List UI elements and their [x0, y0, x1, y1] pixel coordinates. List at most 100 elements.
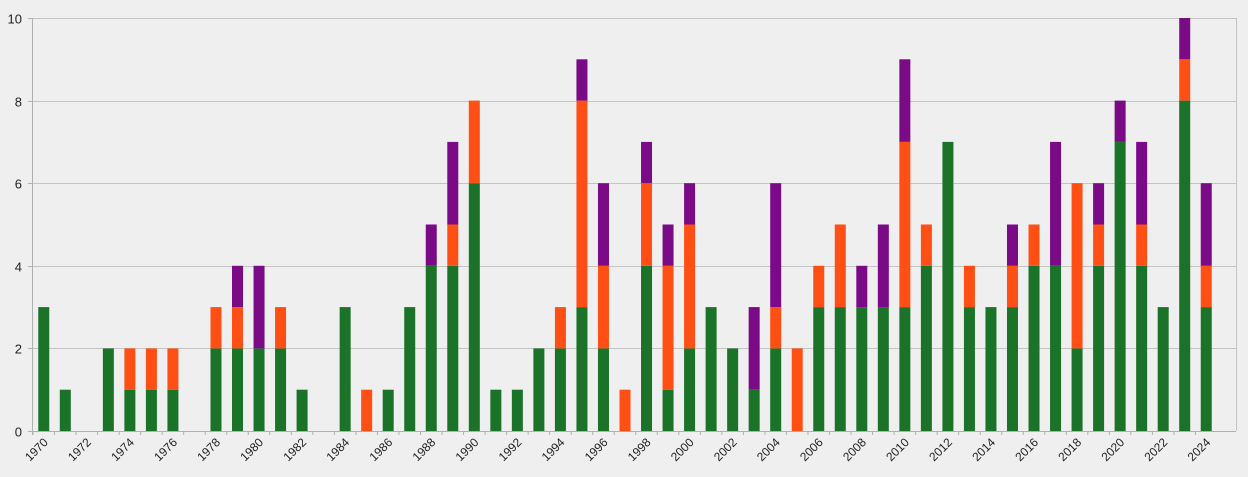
bar-segment-1973-s0 — [102, 348, 114, 431]
bar-segment-1975-s0 — [145, 389, 157, 431]
x-tick-label: 2022 — [1142, 435, 1171, 464]
bar-segment-1994-s0 — [554, 348, 566, 431]
y-tick-label: 4 — [15, 260, 22, 275]
bar-segment-2003-s2 — [748, 307, 760, 390]
x-tick-label: 2014 — [969, 435, 998, 464]
x-tick-label: 1980 — [237, 435, 266, 464]
bar-segment-1975-s1 — [145, 348, 157, 390]
bar-segment-2010-s2 — [899, 59, 911, 142]
bar-segment-2011-s1 — [920, 224, 932, 266]
bar-segment-1974-s1 — [124, 348, 136, 390]
x-tick-label: 2010 — [883, 435, 912, 464]
bar-segment-2002-s0 — [727, 348, 739, 431]
axes — [28, 18, 1236, 435]
bar-segment-2009-s2 — [877, 224, 889, 308]
bar-segment-2016-s1 — [1028, 224, 1040, 266]
bar-segment-2018-s1 — [1071, 183, 1083, 349]
bar-segment-2004-s2 — [770, 183, 782, 308]
bar-segment-2016-s0 — [1028, 265, 1040, 431]
bar-segment-1996-s0 — [597, 348, 609, 431]
bar-segment-2018-s0 — [1071, 348, 1083, 431]
bar-segment-1987-s0 — [404, 307, 416, 431]
bar-segment-2022-s0 — [1157, 307, 1169, 431]
bar-segment-1996-s2 — [597, 183, 609, 266]
bar-segment-1980-s0 — [253, 348, 265, 431]
bar-segment-2006-s1 — [813, 265, 825, 308]
bar-segment-1989-s0 — [447, 265, 459, 431]
y-tick-label: 2 — [15, 342, 22, 357]
x-tick-label: 1986 — [367, 435, 396, 464]
x-tick-label: 2020 — [1098, 435, 1127, 464]
bar-segment-1999-s2 — [662, 224, 674, 266]
bar-segment-2019-s1 — [1093, 224, 1105, 266]
bar-segment-1986-s0 — [382, 389, 394, 431]
x-tick-label: 2018 — [1055, 435, 1084, 464]
x-tick-label: 1982 — [280, 435, 309, 464]
bar-segment-1989-s1 — [447, 224, 459, 266]
bar-segment-2009-s0 — [877, 307, 889, 431]
x-tick-labels: 1970 1972 1974 1976 1978 1980 1982 1984 1986 1988… — [22, 435, 1213, 464]
bar-segment-2010-s0 — [899, 307, 911, 431]
x-tick-label: 1974 — [108, 435, 137, 464]
bar-segment-2012-s0 — [942, 141, 954, 431]
bar-segment-2007-s0 — [834, 307, 846, 431]
bar-segment-1990-s0 — [468, 183, 480, 431]
bar-segment-1979-s0 — [232, 348, 244, 431]
bar-segment-2008-s2 — [856, 265, 868, 308]
bar-segment-2021-s0 — [1136, 265, 1148, 431]
bar-segment-1990-s1 — [468, 100, 480, 184]
x-tick-label: 1972 — [65, 435, 94, 464]
x-tick-label: 1970 — [22, 435, 51, 464]
bar-segment-2024-s0 — [1200, 307, 1212, 431]
bar-segment-2015-s2 — [1006, 224, 1018, 266]
bar-segment-2006-s0 — [813, 307, 825, 431]
bar-segment-2019-s0 — [1093, 265, 1105, 431]
bar-segment-2021-s2 — [1136, 141, 1148, 225]
x-tick-label: 1992 — [496, 435, 525, 464]
bar-segment-2004-s0 — [770, 348, 782, 431]
bar-segment-2013-s0 — [963, 307, 975, 431]
bar-segment-1998-s2 — [641, 141, 653, 184]
bar-segment-1991-s0 — [490, 389, 502, 431]
bar-segment-2020-s2 — [1114, 100, 1126, 142]
bar-segment-2019-s2 — [1093, 183, 1105, 225]
bar-segment-1994-s1 — [554, 307, 566, 349]
bar-segment-2023-s1 — [1179, 59, 1191, 101]
x-tick-label: 1976 — [151, 435, 180, 464]
bar-segment-2004-s1 — [770, 307, 782, 349]
x-tick-label: 2024 — [1185, 435, 1214, 464]
bar-segment-1998-s0 — [641, 265, 653, 431]
bar-segment-1978-s1 — [210, 307, 222, 349]
bar-segment-1976-s0 — [167, 389, 179, 431]
bar-segment-1992-s0 — [511, 389, 523, 431]
bar-segment-1995-s1 — [576, 100, 588, 308]
bar-segment-2017-s0 — [1050, 265, 1062, 431]
bar-segment-1980-s2 — [253, 265, 265, 349]
bar-segment-2023-s0 — [1179, 100, 1191, 431]
bar-segment-2024-s1 — [1200, 265, 1212, 308]
bar-segment-1979-s1 — [232, 307, 244, 349]
x-tick-label: 1998 — [625, 435, 654, 464]
bar-segment-2005-s1 — [791, 348, 803, 431]
bar-segment-1985-s1 — [361, 389, 373, 431]
bar-segment-2010-s1 — [899, 141, 911, 308]
bar-segment-2015-s1 — [1006, 265, 1018, 308]
bar-segment-1988-s0 — [425, 265, 437, 431]
bar-segment-2008-s0 — [856, 307, 868, 431]
bar-segment-1974-s0 — [124, 389, 136, 431]
y-tick-labels: 0 2 4 6 8 10 — [8, 12, 22, 440]
bar-segment-1976-s1 — [167, 348, 179, 390]
bar-segment-1981-s0 — [275, 348, 287, 431]
bar-segment-2017-s2 — [1050, 141, 1062, 266]
bar-segment-1993-s0 — [533, 348, 545, 431]
bar-segment-2014-s0 — [985, 307, 997, 431]
bar-segment-2021-s1 — [1136, 224, 1148, 266]
bar-segment-1982-s0 — [296, 389, 308, 431]
bar-segment-1997-s1 — [619, 389, 631, 431]
bar-segment-1978-s0 — [210, 348, 222, 431]
x-tick-label: 2002 — [711, 435, 740, 464]
bar-segment-2003-s0 — [748, 389, 760, 431]
bar-segment-2024-s2 — [1200, 183, 1212, 266]
